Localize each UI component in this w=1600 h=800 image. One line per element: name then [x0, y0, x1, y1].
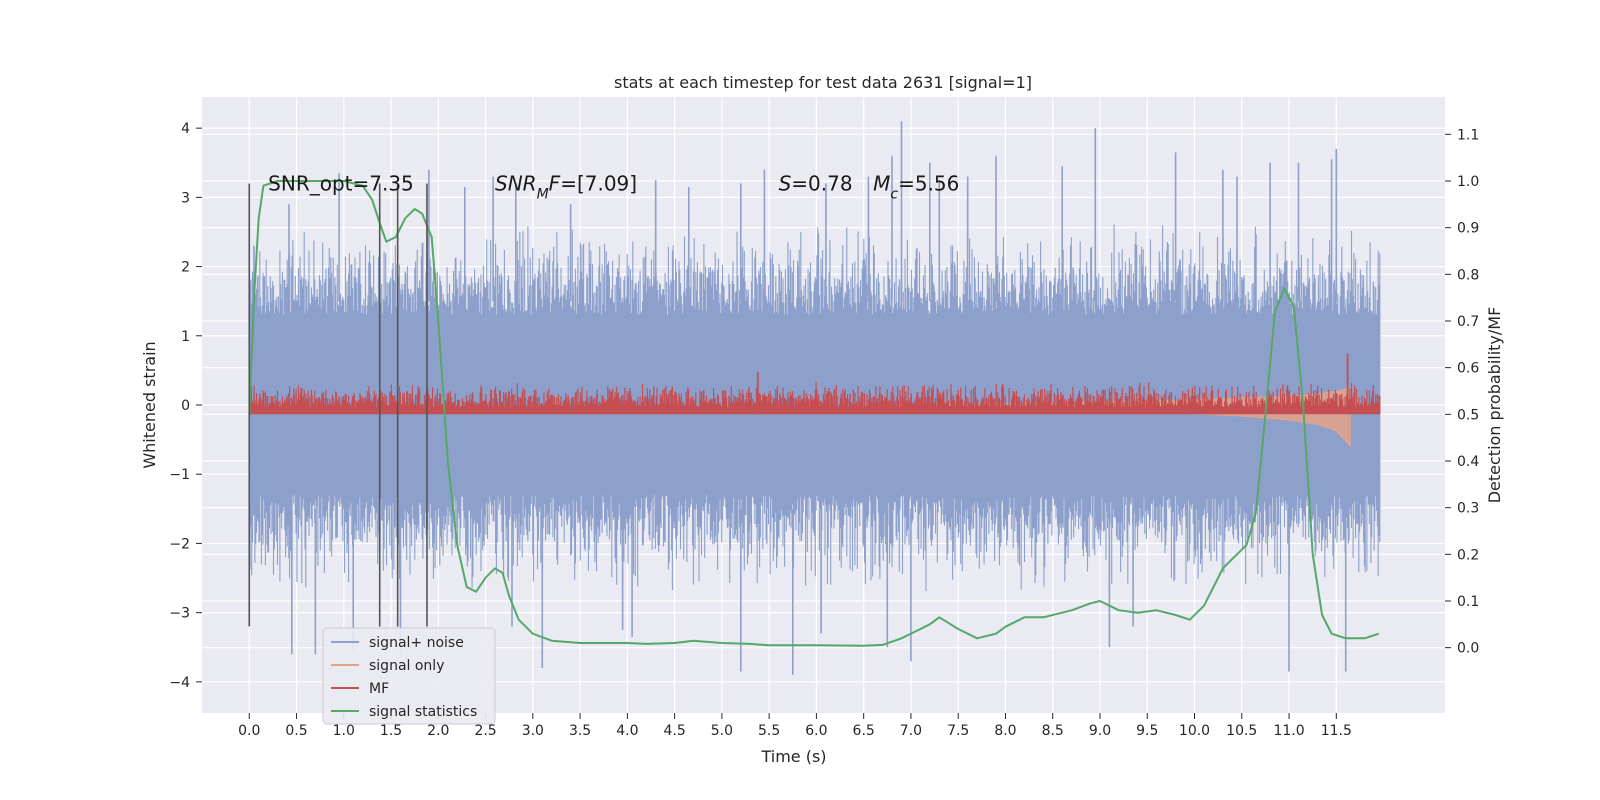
annotation-text: S=0.78 [779, 172, 853, 196]
annotation-part: M [873, 172, 890, 196]
x-tick-label: 4.0 [616, 723, 638, 739]
annotation-part: =[7.09] [560, 172, 637, 196]
y-right-tick-label: 1.0 [1457, 174, 1479, 190]
y-tick-label: 4 [181, 121, 190, 137]
x-tick-label: 8.0 [994, 723, 1016, 739]
legend-label: signal statistics [369, 704, 477, 720]
y-tick-label: −4 [169, 675, 190, 691]
y-right-tick-label: 0.4 [1457, 454, 1479, 470]
x-tick-label: 0.5 [285, 723, 307, 739]
y-right-tick-label: 0.6 [1457, 361, 1479, 377]
x-tick-label: 3.5 [569, 723, 591, 739]
axes: 0.0 0.5 1.0 1.5 2.0 2.5 3.0 3.5 4.0 4.5 5.0 5.5 6.0 6… [169, 121, 1479, 739]
annotation-part: SNR [495, 172, 537, 196]
x-axis-label: Time (s) [760, 747, 826, 766]
y-tick-label: −1 [169, 467, 190, 483]
chart-title: stats at each timestep for test data 263… [614, 73, 1032, 92]
y-tick-label: 0 [181, 398, 190, 414]
x-tick-label: 2.5 [474, 723, 496, 739]
y-axis-label: Whitened strain [140, 341, 159, 468]
x-tick-label: 6.5 [853, 723, 875, 739]
annotation-text: SNR_opt=7.35 [268, 172, 414, 196]
x-tick-label: 0.0 [238, 723, 260, 739]
annotation-part: c [890, 187, 898, 203]
annotations: SNR_opt=7.35 SNRMF=[7.09] S=0.78 Mc=5.56 [268, 172, 959, 203]
legend-label: MF [369, 681, 389, 697]
y-tick-label: 3 [181, 190, 190, 206]
x-tick-label: 4.5 [663, 723, 685, 739]
x-tick-label: 7.5 [947, 723, 969, 739]
x-tick-label: 1.5 [380, 723, 402, 739]
legend-label: signal+ noise [369, 635, 464, 651]
y-right-tick-label: 0.8 [1457, 267, 1479, 283]
x-tick-label: 2.0 [427, 723, 449, 739]
x-tick-label: 10.5 [1226, 723, 1257, 739]
x-tick-label: 6.0 [805, 723, 827, 739]
annotation-part: =0.78 [791, 172, 852, 196]
x-tick-label: 10.0 [1179, 723, 1210, 739]
y-right-tick-label: 0.0 [1457, 641, 1479, 657]
annotation-part: S [779, 172, 792, 196]
legend-box [322, 627, 496, 725]
x-tick-label: 11.5 [1321, 723, 1352, 739]
x-tick-label: 7.0 [900, 723, 922, 739]
y-right-tick-label: 0.9 [1457, 221, 1479, 237]
x-tick-label: 5.5 [758, 723, 780, 739]
annotation-part: M [537, 187, 549, 203]
annotation-part: F [549, 172, 561, 196]
x-tick-label: 1.0 [333, 723, 355, 739]
x-tick-label: 11.0 [1273, 723, 1304, 739]
y-right-tick-label: 1.1 [1457, 127, 1479, 143]
legend: signal+ noise signal only MF signal statist… [322, 627, 496, 725]
legend-label: signal only [369, 658, 444, 674]
y-tick-label: 1 [181, 329, 190, 345]
annotation-text: Mc=5.56 [873, 172, 959, 203]
y-axis-right-label: Detection probability/MF [1485, 307, 1504, 504]
vertical-markers [248, 183, 428, 627]
annotation-part: =5.56 [898, 172, 959, 196]
series-mf [248, 353, 1381, 415]
x-tick-label: 9.5 [1136, 723, 1158, 739]
y-tick-label: −2 [169, 536, 190, 552]
y-right-tick-label: 0.5 [1457, 407, 1479, 423]
y-right-tick-label: 0.7 [1457, 314, 1479, 330]
x-tick-label: 8.5 [1042, 723, 1064, 739]
noise-peaks [253, 121, 1347, 675]
y-right-tick-label: 0.2 [1457, 547, 1479, 563]
y-right-tick-label: 0.3 [1457, 501, 1479, 517]
y-tick-label: −3 [169, 606, 190, 622]
y-right-tick-label: 0.1 [1457, 594, 1479, 610]
x-tick-label: 3.0 [522, 723, 544, 739]
x-tick-label: 9.0 [1089, 723, 1111, 739]
y-tick-label: 2 [181, 260, 190, 276]
annotation-text: SNRMF=[7.09] [495, 172, 637, 203]
x-tick-label: 5.0 [711, 723, 733, 739]
